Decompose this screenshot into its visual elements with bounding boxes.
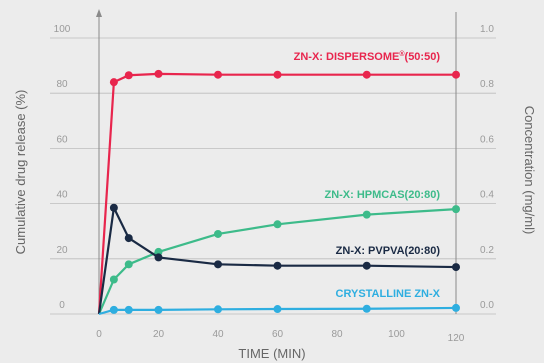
series-label-name: CRYSTALLINE ZN-X [336,288,441,300]
series-label-1: ZN-X: HPMCAS(20:80) [324,189,440,201]
data-point [362,70,371,79]
data-point [273,305,282,314]
series-label-name: ZN-X: HPMCAS(20:80) [324,189,440,201]
y2-tick-label: 1.0 [480,24,494,35]
y-tick-label: 40 [56,190,68,201]
data-point [154,69,163,78]
x-tick-label: 60 [272,329,284,340]
series-label-name: ZN-X: DISPERSOME [294,51,400,63]
y-tick-label: 100 [54,24,71,35]
x-tick-label: 20 [153,329,165,340]
x-tick-label: 100 [388,329,405,340]
y-tick-label: 60 [56,134,68,145]
series-label-superscript: ® [399,50,405,58]
x-axis-title: TIME (MIN) [238,346,305,361]
data-point [109,275,118,284]
data-point [124,260,133,269]
data-point [109,203,118,212]
data-point [214,260,222,269]
data-point [362,210,371,219]
data-point [214,70,222,79]
data-point [124,234,133,243]
series-label-name: ZN-X: PVPVA(20:80) [336,245,441,257]
data-point [154,247,163,256]
series-label-2: ZN-X: PVPVA(20:80) [336,245,441,257]
data-point [109,305,118,314]
series-labels: ZN-X: DISPERSOME®(50:50) ZN-X: HPMCAS(20:… [294,50,441,300]
series-label-suffix: (50:50) [405,51,441,63]
y-tick-label: 80 [56,79,68,90]
y2-tick-label: 0.8 [480,79,494,90]
x-tick-label: 40 [212,329,224,340]
y2-tick-label: 0.0 [480,300,494,311]
data-point [452,303,460,312]
grid [50,37,496,315]
series-label-3: CRYSTALLINE ZN-X [336,288,441,300]
data-point [273,261,282,270]
series [97,69,460,316]
data-point [109,78,118,87]
y-tick-label: 0 [59,300,65,311]
y-tick-label: 20 [56,245,68,256]
data-point [362,261,371,270]
y2-axis-title: Concentration (mg/ml) [522,106,537,235]
x-tick-label: 80 [331,329,343,340]
data-point [124,71,133,80]
y-axis-title: Cumulative drug release (%) [13,90,28,255]
data-point [214,305,222,314]
series-line-2 [97,206,457,315]
x-tick-label: 120 [448,333,465,344]
y2-tick-label: 0.4 [480,190,494,201]
tick-labels: 0 0.0 20 0.2 40 0.4 60 0.6 80 0.8 100 1.0 0 20 40 60 80 1… [54,24,495,344]
data-point [124,305,133,314]
x-tick-label: 0 [96,329,102,340]
data-point [452,70,460,79]
y2-tick-label: 0.2 [480,245,494,256]
y2-tick-label: 0.6 [480,134,494,145]
data-point [214,229,222,238]
data-point [452,263,460,272]
data-point [273,70,282,79]
data-point [362,304,371,313]
data-point [154,253,163,262]
y-axis-arrow [96,9,102,17]
series-label-0: ZN-X: DISPERSOME®(50:50) [294,50,441,63]
data-point [154,305,163,314]
data-point [452,205,460,214]
data-point [273,220,282,229]
